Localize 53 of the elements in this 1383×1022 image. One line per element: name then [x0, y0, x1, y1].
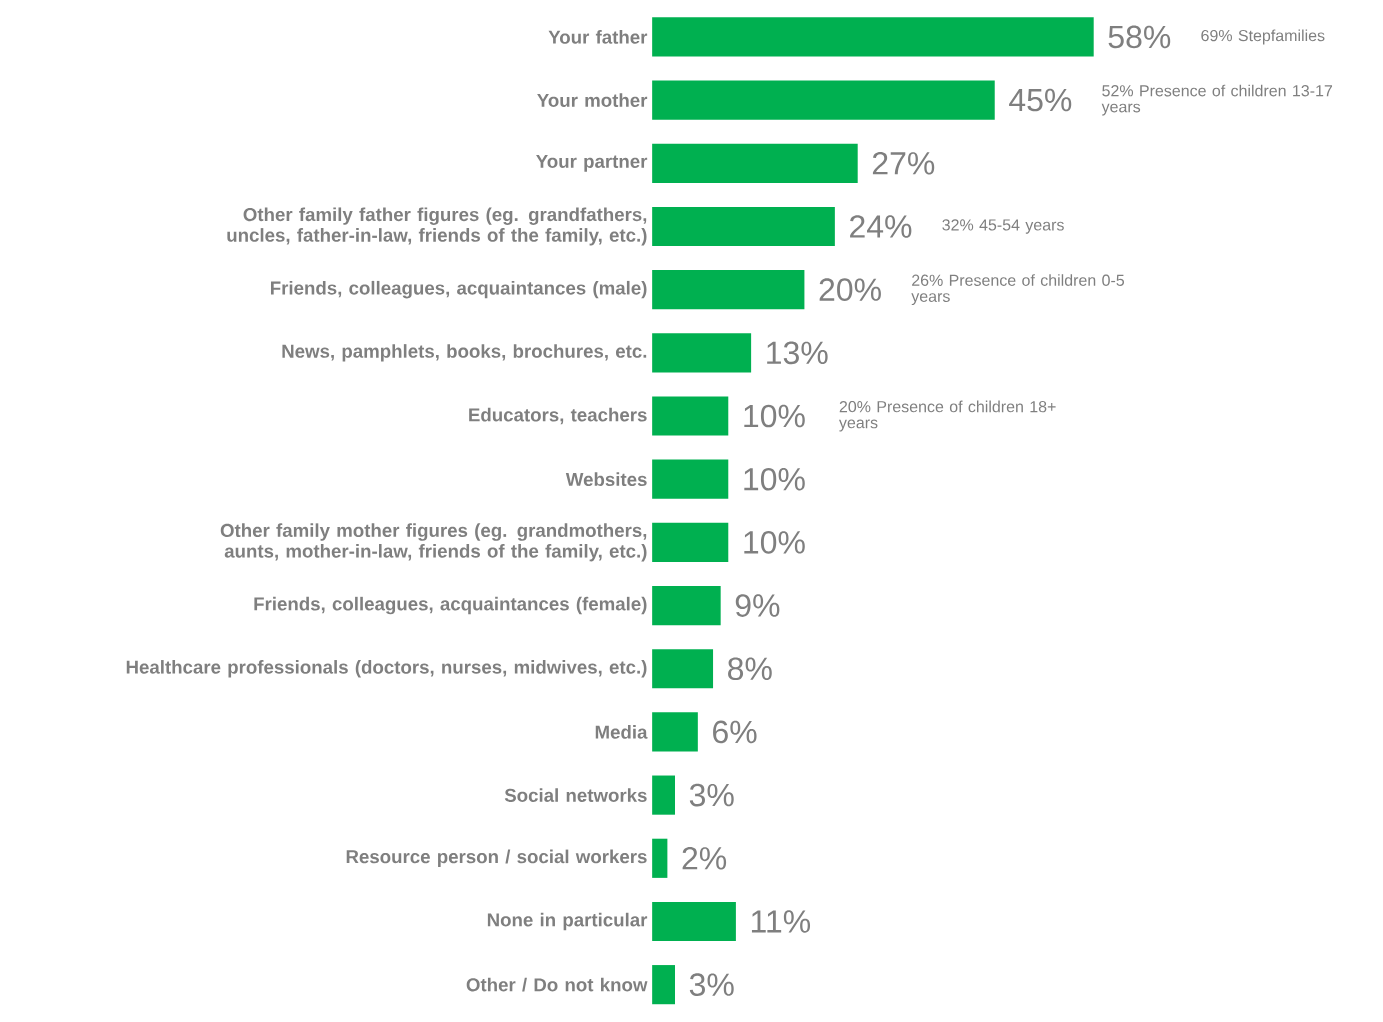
- y-tick-label: Other / Do not know: [466, 977, 648, 992]
- y-tick-label: Websites: [565, 472, 647, 487]
- data-label: 20%: [819, 278, 881, 302]
- data-label: 10%: [744, 468, 805, 491]
- bar: [652, 775, 675, 815]
- y-tick-label: Your father: [548, 30, 648, 45]
- bar: [652, 523, 729, 563]
- bar: [652, 207, 835, 247]
- bar: [652, 396, 729, 436]
- bar: [652, 838, 668, 879]
- text: 52% Presence of children 13-17 years: [1101, 84, 1333, 116]
- annotation: 32% 45-54 years: [942, 219, 1064, 234]
- y-tick-label: None in particular: [487, 912, 648, 931]
- data-label: 6%: [713, 720, 757, 744]
- bar: [652, 586, 721, 626]
- y-tick-label: Media: [595, 725, 648, 740]
- data-label: 45%: [1009, 89, 1072, 112]
- bar: [652, 902, 736, 942]
- y-tick-label: Social networks: [504, 788, 647, 803]
- data-label: 11%: [751, 910, 811, 933]
- bar: [652, 143, 858, 184]
- data-label: 8%: [728, 657, 772, 681]
- data-label: 24%: [850, 215, 912, 238]
- y-tick-label: Your partner: [536, 155, 648, 172]
- y-tick-label: Educators, teachers: [469, 408, 647, 425]
- bar: [652, 649, 714, 689]
- y-tick-label: News, pamphlets, books, brochures, etc.: [282, 344, 647, 362]
- bar: [652, 80, 995, 120]
- data-label: 3%: [689, 784, 734, 807]
- y-tick-label: Resource person / social workers: [346, 849, 647, 868]
- data-label: 3%: [689, 973, 734, 997]
- data-label: 2%: [682, 847, 727, 870]
- data-label: 10%: [744, 404, 805, 428]
- data-label: 58%: [1108, 25, 1171, 49]
- bar: [652, 712, 698, 752]
- data-label: 13%: [767, 341, 828, 365]
- y-tick-label: Friends, colleagues, acquaintances (male): [271, 281, 647, 299]
- data-label: 9%: [735, 594, 780, 618]
- y-tick-label: Other family father figures (eg. grandfathers, uncles, father-in-law, friends of the family, etc.): [227, 207, 647, 246]
- bar: [652, 17, 1094, 57]
- annotation: 20% Presence of children 18+ years: [838, 400, 1056, 432]
- bar: [652, 965, 675, 1005]
- data-label: 10%: [744, 531, 805, 554]
- y-tick-label: Other family mother figures (eg. grandmothers, aunts, mother-in-law, friends of the family, etc.): [220, 523, 647, 562]
- data-label: 27%: [872, 152, 935, 175]
- annotation: 26% Presence of children 0-5 years: [911, 274, 1125, 306]
- bar: [652, 333, 752, 373]
- y-tick-label: Your mother: [537, 93, 648, 108]
- y-tick-label: Healthcare professionals (doctors, nurses, midwives, etc.): [126, 660, 647, 678]
- y-tick-label: Friends, colleagues, acquaintances (female): [254, 597, 647, 615]
- bar: [652, 270, 805, 310]
- bar: [652, 459, 729, 500]
- text: 69% Stepfamilies: [1201, 29, 1325, 45]
